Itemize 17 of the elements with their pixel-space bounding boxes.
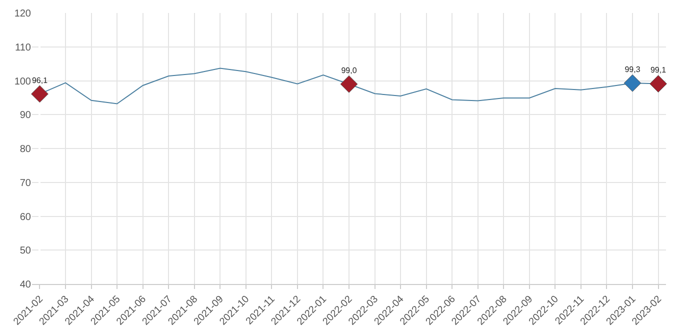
y-tick-label: 70 [20, 178, 32, 189]
y-tick-label: 50 [20, 246, 32, 257]
y-tick-label: 110 [15, 42, 32, 54]
y-tick-label: 40 [20, 280, 32, 290]
point [31, 85, 48, 103]
point [624, 74, 642, 92]
data-label: 99,3 [624, 64, 641, 74]
data-label: 99,1 [650, 66, 667, 75]
y-tick-label: 80 [20, 144, 32, 155]
y-tick-label: 60 [20, 212, 32, 223]
point [650, 75, 667, 92]
y-tick-label: 120 [14, 8, 32, 20]
data-label: 99,0 [341, 66, 358, 76]
y-tick-label: 90 [20, 110, 32, 122]
y-tick-label: 100 [14, 76, 32, 88]
data-label: 96,1 [32, 76, 48, 85]
point [340, 75, 358, 93]
